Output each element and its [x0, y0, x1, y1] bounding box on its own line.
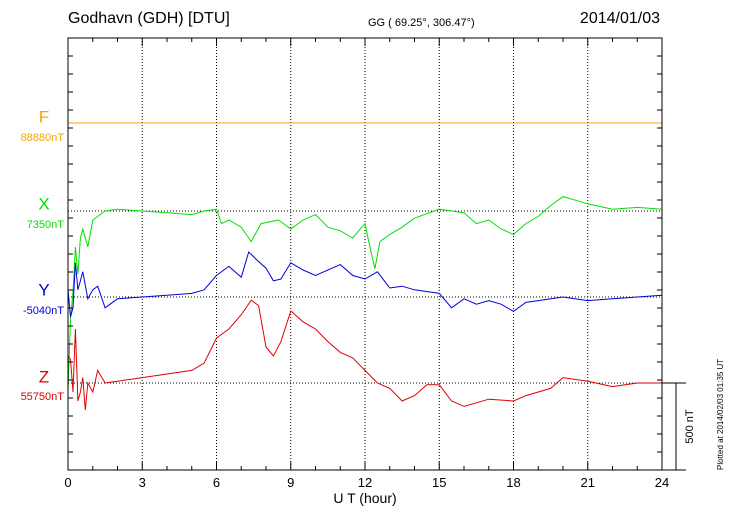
component-label-y: Y	[38, 280, 49, 299]
trace-x	[67, 196, 663, 392]
geographic-coordinates: GG ( 69.25°, 306.47°)	[368, 17, 475, 29]
x-axis-label: U T (hour)	[333, 490, 396, 506]
baseline-value-z: 55750nT	[21, 391, 65, 403]
trace-z	[67, 299, 662, 411]
plot-date: 2014/01/03	[579, 10, 660, 27]
x-tick-label: 15	[432, 475, 446, 490]
x-tick-label: 0	[64, 475, 71, 490]
scale-bar-label: 500 nT	[684, 409, 696, 444]
axes-layer: F 88880nT X 7350nT Y -5040nT Z 55750nT 0 3 6 9 12 15 1…	[21, 37, 696, 506]
station-title: Godhavn (GDH) [DTU]	[68, 10, 230, 27]
x-tick-label: 9	[287, 475, 294, 490]
x-tick-label: 21	[581, 475, 595, 490]
baseline-value-y: -5040nT	[23, 305, 64, 317]
traces-layer	[67, 122, 663, 411]
baseline-value-f: 88880nT	[21, 132, 65, 144]
component-label-f: F	[39, 107, 49, 126]
x-tick-label: 24	[655, 475, 669, 490]
component-label-x: X	[38, 194, 49, 213]
trace-y	[67, 251, 663, 317]
baseline-value-x: 7350nT	[27, 219, 65, 231]
x-tick-label: 18	[506, 475, 520, 490]
grid-layer	[68, 38, 662, 470]
component-label-z: Z	[39, 367, 49, 386]
x-tick-label: 3	[139, 475, 146, 490]
x-tick-label: 12	[358, 475, 372, 490]
x-tick-label: 6	[213, 475, 220, 490]
